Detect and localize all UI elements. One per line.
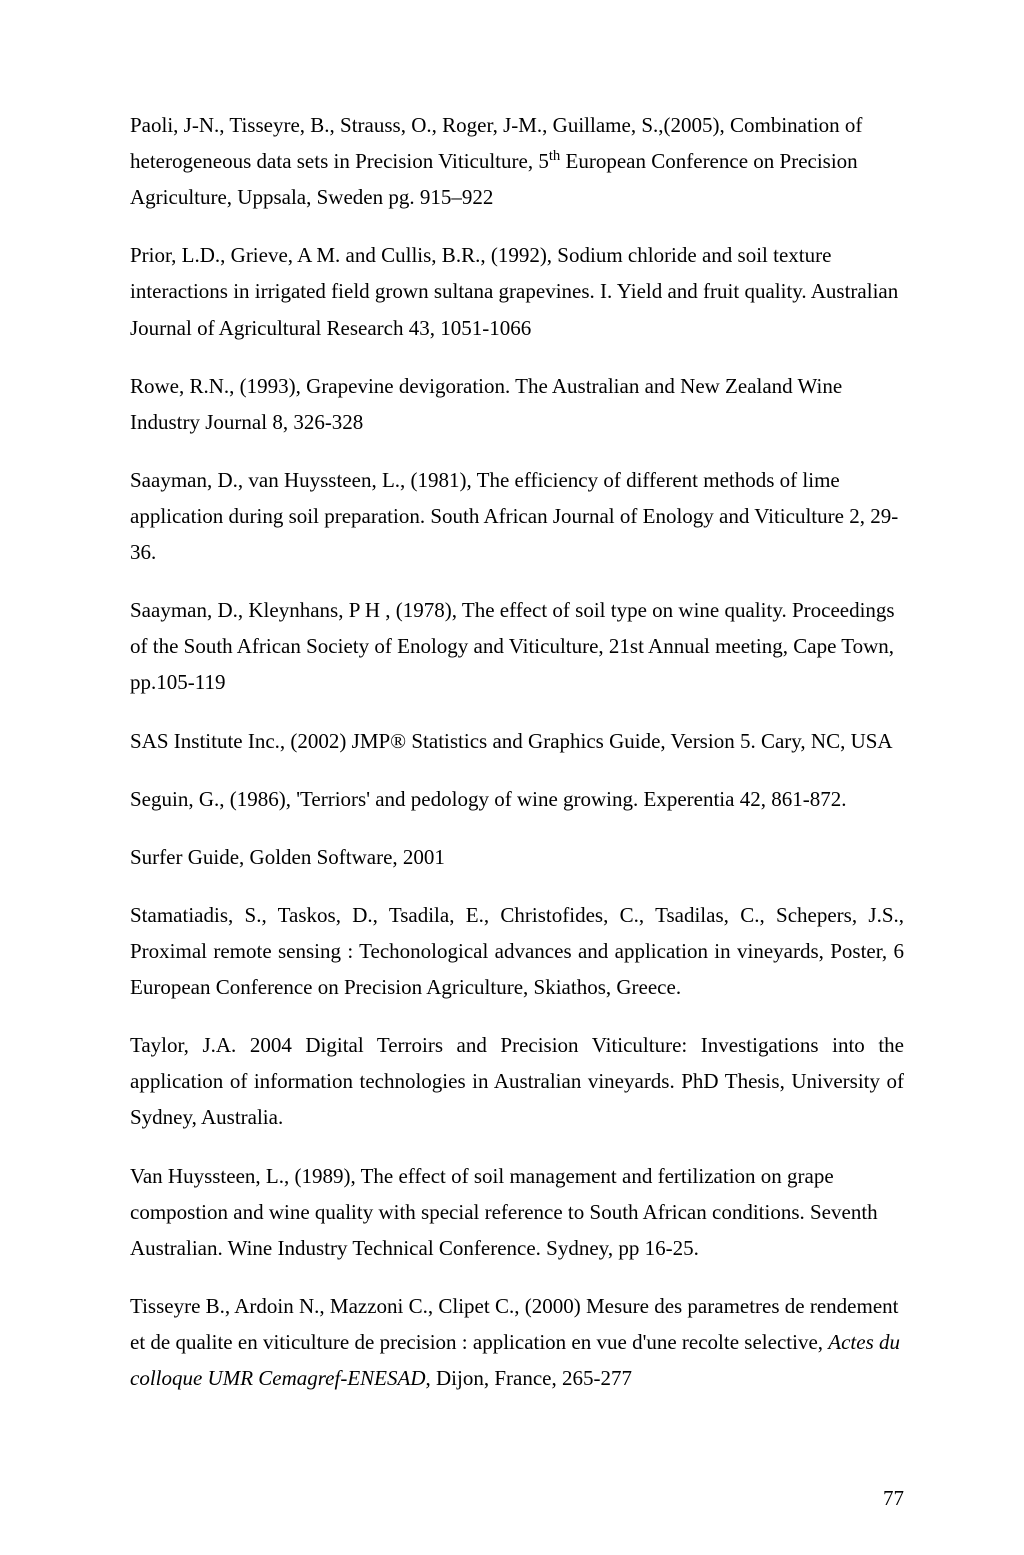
reference-entry: Saayman, D., van Huyssteen, L., (1981), …: [130, 462, 904, 570]
reference-entry: Rowe, R.N., (1993), Grapevine devigorati…: [130, 368, 904, 440]
reference-entry: Saayman, D., Kleynhans, P H , (1978), Th…: [130, 592, 904, 700]
reference-entry: Stamatiadis, S., Taskos, D., Tsadila, E.…: [130, 897, 904, 1005]
page: Paoli, J-N., Tisseyre, B., Strauss, O., …: [0, 0, 1024, 1555]
reference-entry: Taylor, J.A. 2004 Digital Terroirs and P…: [130, 1027, 904, 1135]
reference-entry: SAS Institute Inc., (2002) JMP® Statisti…: [130, 723, 904, 759]
page-number: 77: [883, 1486, 904, 1511]
reference-entry: Seguin, G., (1986), 'Terriors' and pedol…: [130, 781, 904, 817]
references-list: Paoli, J-N., Tisseyre, B., Strauss, O., …: [130, 107, 904, 1396]
reference-entry: Paoli, J-N., Tisseyre, B., Strauss, O., …: [130, 107, 904, 215]
reference-entry: Van Huyssteen, L., (1989), The effect of…: [130, 1158, 904, 1266]
reference-entry: Prior, L.D., Grieve, A M. and Cullis, B.…: [130, 237, 904, 345]
reference-entry: Tisseyre B., Ardoin N., Mazzoni C., Clip…: [130, 1288, 904, 1396]
reference-entry: Surfer Guide, Golden Software, 2001: [130, 839, 904, 875]
